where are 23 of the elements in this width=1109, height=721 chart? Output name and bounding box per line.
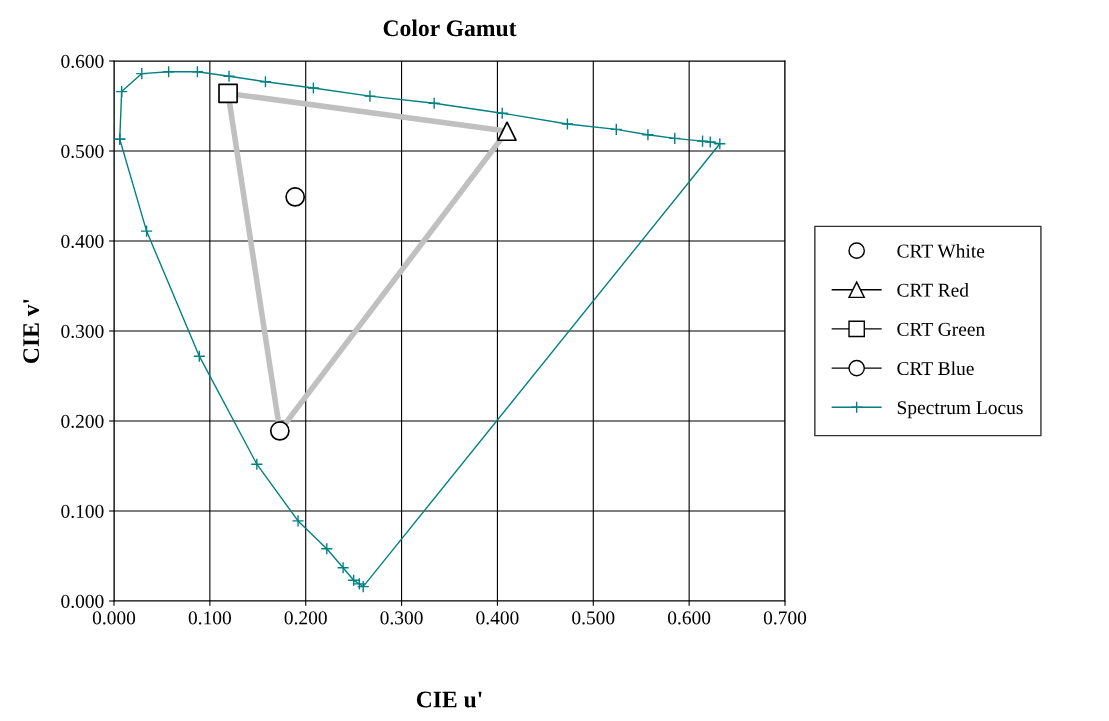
y-tick-label: 0.200 — [61, 414, 104, 429]
y-tick-label: 0.600 — [61, 54, 104, 69]
x-tick-label: 0.100 — [188, 611, 231, 625]
legend-label: CRT Blue — [897, 361, 974, 376]
legend-label: Spectrum Locus — [897, 401, 1023, 419]
x-tick-label: 0.300 — [380, 611, 423, 625]
legend-label: CRT Red — [897, 283, 969, 297]
y-axis-title: CIE v' — [23, 299, 40, 363]
x-axis-title: CIE u' — [416, 691, 482, 708]
legend-label: CRT Green — [897, 322, 985, 336]
y-tick-label: 0.000 — [61, 594, 104, 609]
y-tick-label: 0.300 — [61, 324, 104, 339]
legend-label: CRT White — [897, 243, 985, 258]
x-tick-label: 0.500 — [572, 611, 615, 625]
x-tick-label: 0.000 — [92, 611, 136, 625]
x-tick-label: 0.700 — [763, 611, 807, 625]
chart-title: Color Gamut — [383, 19, 517, 37]
y-tick-label: 0.500 — [61, 144, 104, 159]
y-tick-label: 0.400 — [61, 234, 104, 249]
x-tick-label: 0.200 — [284, 611, 327, 625]
x-tick-label: 0.600 — [668, 611, 711, 625]
x-tick-label: 0.400 — [476, 611, 519, 625]
y-tick-label: 0.100 — [61, 504, 104, 519]
